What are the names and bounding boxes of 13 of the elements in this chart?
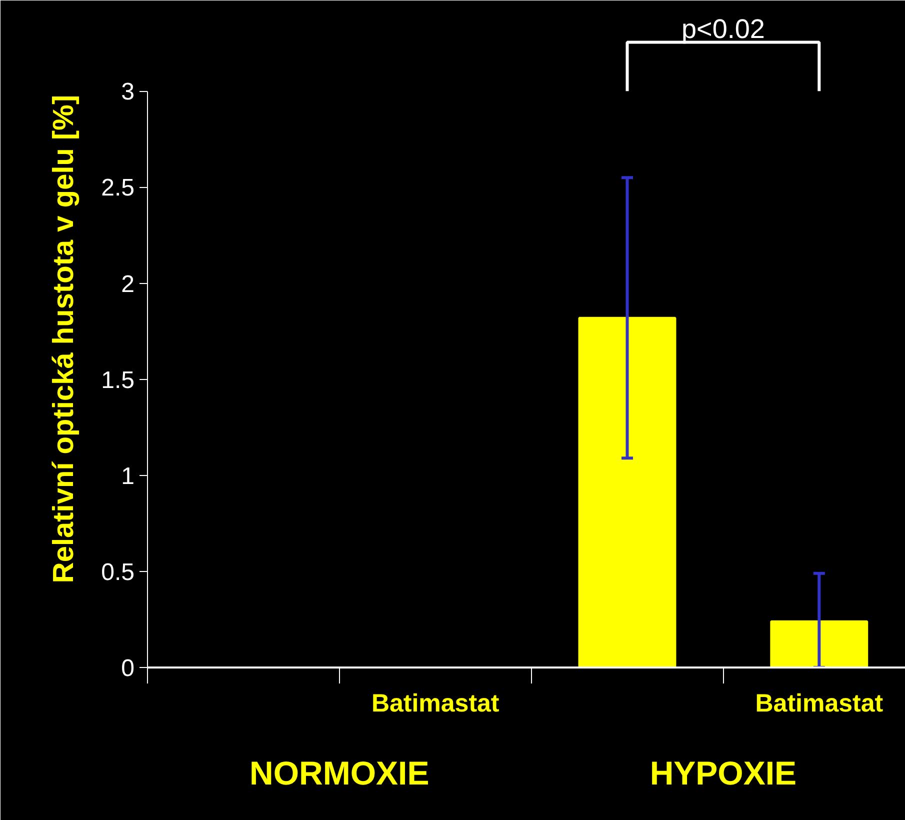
text: NORMOXIE xyxy=(250,754,430,792)
x-tick-label: Batimastat xyxy=(755,690,884,718)
y-tick-label: 1 xyxy=(121,462,135,490)
text: p<0.02 xyxy=(682,14,765,44)
text: HYPOXIE xyxy=(650,754,797,792)
y-tick-label: 2 xyxy=(121,270,135,298)
y-tick-label: 1.5 xyxy=(101,366,135,394)
y-tick-label: 3 xyxy=(121,78,135,106)
y-tick-label: 0.5 xyxy=(101,558,135,586)
y-tick-label: 0 xyxy=(121,655,135,682)
y-tick-label: 2.5 xyxy=(101,174,135,202)
x-tick-label: Batimastat xyxy=(371,690,500,718)
y-axis-title: Relativní optická hustota v gelu [%] xyxy=(48,94,80,584)
